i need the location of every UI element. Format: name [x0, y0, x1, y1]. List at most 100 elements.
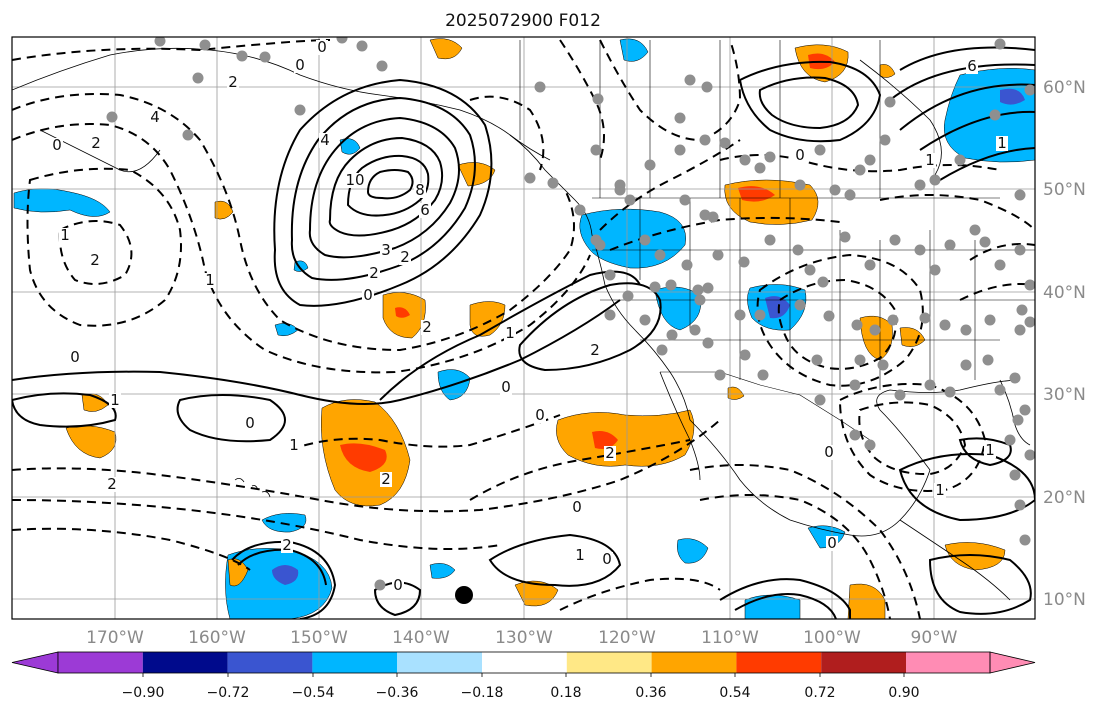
station-dot — [754, 162, 766, 174]
contour-label-bg — [399, 250, 411, 265]
contour-label: 1 — [925, 151, 935, 169]
contour-label-bg — [227, 75, 239, 90]
coast-florida — [999, 379, 1031, 446]
station-dot — [674, 112, 686, 124]
station-dot — [984, 314, 996, 326]
contour-label: 0 — [295, 56, 305, 74]
shade-orange — [592, 431, 618, 449]
shade-orange — [879, 64, 896, 78]
station-dot — [877, 359, 889, 371]
contour-label-bg — [934, 483, 946, 498]
contour-solid — [346, 154, 430, 217]
map-title: 2025072900 F012 — [445, 11, 601, 31]
colorbar-segment — [227, 652, 313, 673]
contour-label-bg — [149, 110, 161, 125]
station-dot — [639, 314, 651, 326]
station-dot — [823, 310, 835, 322]
station-dot — [879, 134, 891, 146]
contour-label: 2 — [422, 318, 432, 336]
station-dot — [665, 279, 677, 291]
shade-blue — [225, 548, 333, 619]
shade-blue — [1000, 88, 1025, 105]
station-dot — [1024, 279, 1035, 291]
station-dot — [954, 154, 966, 166]
lat-label: 30°N — [1043, 385, 1086, 405]
contour-dashed — [58, 220, 133, 285]
colorbar-segment — [906, 652, 990, 673]
shade-blue — [677, 538, 709, 564]
contour-label-bg — [500, 380, 512, 395]
contours-solid — [12, 46, 1035, 619]
contour-dashed — [26, 167, 182, 327]
station-dot — [894, 389, 906, 401]
contour-solid — [488, 533, 622, 587]
colorbar-tick-label: 0.72 — [804, 685, 835, 701]
shade-orange — [429, 38, 463, 60]
contour-label: 1 — [985, 441, 995, 459]
station-dot — [849, 379, 861, 391]
lon-label: 110°W — [701, 628, 759, 648]
contour-label: 0 — [824, 443, 834, 461]
contour-label: 2 — [369, 264, 379, 282]
contour-label: 1 — [997, 134, 1007, 152]
contour-label: 0 — [795, 146, 805, 164]
latitude-labels: 60°N 50°N 40°N 30°N 20°N 10°N — [1043, 78, 1086, 610]
lon-label: 100°W — [803, 628, 861, 648]
shade-orange — [944, 542, 1006, 571]
black-marker — [455, 586, 473, 604]
contour-label: 6 — [420, 201, 430, 219]
contour-label: 0 — [52, 136, 62, 154]
station-dot — [994, 259, 1006, 271]
contour-dashed — [689, 464, 921, 619]
station-dot — [887, 314, 899, 326]
station-dot — [689, 324, 701, 336]
contour-solid — [273, 78, 493, 307]
contour-dashed — [838, 383, 987, 492]
station-dot — [654, 249, 666, 261]
contour-label-bg — [966, 59, 978, 74]
station-dot — [1016, 304, 1028, 316]
station-dot — [1014, 244, 1026, 256]
contour-label-bg — [204, 273, 216, 288]
contour-solid — [898, 453, 1035, 522]
station-dot — [944, 239, 956, 251]
station-dot — [639, 234, 651, 246]
station-dot — [656, 344, 668, 356]
colorbar-segment — [142, 652, 228, 673]
contour-label-bg — [421, 320, 433, 335]
shade-blue — [654, 286, 702, 331]
shade-orange — [214, 200, 234, 220]
contour-solid — [939, 147, 1035, 181]
shade-blue — [765, 296, 790, 319]
station-dot — [814, 144, 826, 156]
contour-label-bg — [571, 500, 583, 515]
contour-label-bg — [69, 350, 81, 365]
station-dot — [604, 309, 616, 321]
station-dot — [864, 259, 876, 271]
station-dot — [106, 111, 118, 123]
station-dot — [960, 359, 972, 371]
contour-label: 2 — [107, 475, 117, 493]
contour-label: 1 — [935, 481, 945, 499]
contour-dashed — [879, 194, 1035, 231]
station-dot — [969, 224, 981, 236]
lon-label: 170°W — [86, 628, 144, 648]
station-dot — [864, 154, 876, 166]
station-dot — [702, 282, 714, 294]
contour-label-bg — [996, 136, 1008, 151]
lon-label: 130°W — [495, 628, 553, 648]
contour-label-bg — [392, 578, 404, 593]
station-dot — [1004, 434, 1016, 446]
longitude-labels: 170°W 160°W 150°W 140°W 130°W 120°W 110°W 100°W… — [86, 628, 958, 648]
station-dot — [734, 309, 746, 321]
contour-dashed — [289, 414, 561, 451]
station-dot — [701, 81, 713, 93]
graticule — [12, 37, 1035, 619]
contour-solid — [366, 169, 414, 200]
station-dot — [374, 579, 386, 591]
station-dot — [884, 96, 896, 108]
station-dot — [1019, 404, 1031, 416]
coast-mexico — [689, 419, 931, 537]
station-dot — [864, 439, 876, 451]
contour-label-bg — [823, 445, 835, 460]
